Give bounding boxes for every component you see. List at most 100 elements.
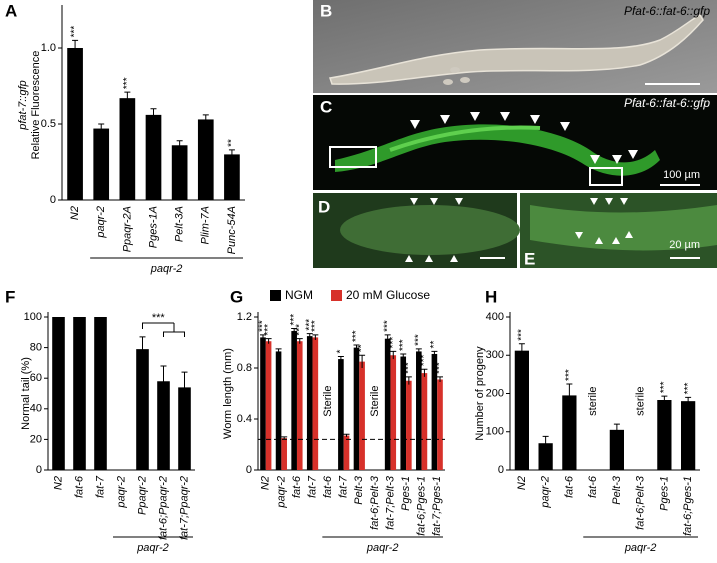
bar (119, 98, 136, 200)
bar (343, 435, 350, 470)
y-axis-title: Relative Fluorescence (30, 51, 42, 160)
error-bar (437, 376, 444, 383)
group-label: paqr-2 (366, 542, 399, 554)
bar (73, 317, 86, 470)
error-bar (685, 396, 692, 405)
error-bar (72, 39, 79, 56)
y-tick-label: 0 (498, 464, 504, 476)
bar (224, 154, 240, 200)
significance-label: *** (122, 77, 133, 89)
error-bar (291, 327, 298, 334)
image-caption: Pfat-6::fat-6::gfp (624, 4, 710, 18)
error-bar (312, 334, 319, 340)
error-bar (353, 344, 360, 351)
significance-label: *** (398, 339, 409, 351)
bar (421, 373, 428, 470)
significance-label: *** (683, 383, 694, 395)
bar (93, 128, 110, 200)
x-tick-label: N2 (52, 476, 64, 490)
y-tick-label: 100 (24, 311, 42, 323)
image-b (313, 0, 717, 93)
y-tick-label: 400 (486, 311, 504, 323)
x-tick-label: Pges-1 (658, 476, 670, 511)
error-bar (265, 338, 272, 344)
significance-label: ** (429, 341, 440, 349)
bar (384, 338, 391, 470)
error-bar (384, 334, 391, 343)
bar (609, 429, 624, 470)
error-bar (337, 356, 344, 362)
image-e (520, 193, 717, 268)
x-tick-label: Punc-54A (226, 206, 238, 254)
bracket (142, 322, 185, 337)
bar (136, 349, 149, 470)
error-bar (542, 435, 549, 451)
bracket-label: *** (152, 312, 166, 324)
scale-label: 20 µm (669, 239, 700, 251)
x-tick-label: N2 (260, 476, 272, 490)
error-bar (613, 423, 620, 436)
significance-label: ** (227, 139, 238, 147)
error-bar (150, 108, 157, 121)
error-bar (139, 336, 146, 362)
x-tick-label: fat-6 (73, 475, 85, 498)
bar (67, 48, 83, 200)
group-label: paqr-2 (150, 263, 183, 275)
x-tick-label: Pges-1A (147, 206, 159, 248)
bar (171, 145, 188, 200)
y-tick-label: 40 (30, 403, 42, 415)
bar (178, 387, 191, 470)
error-bar (421, 368, 428, 377)
bar (353, 347, 360, 470)
bar (562, 395, 577, 470)
y-tick-label: 100 (486, 426, 504, 438)
bar (390, 355, 397, 470)
legend-label: NGM (285, 288, 313, 302)
y-tick-label: 1.0 (41, 42, 56, 54)
x-tick-label: fat-7 (338, 475, 350, 498)
bar (437, 379, 443, 470)
bar (296, 341, 303, 470)
y-tick-label: 0 (50, 194, 56, 206)
significance-label: *** (419, 354, 430, 366)
y-tick-label: 0.5 (41, 118, 56, 130)
y-tick-label: 0 (36, 464, 42, 476)
x-tick-label: fat-6 (587, 475, 599, 498)
x-tick-label: N2 (69, 206, 81, 220)
error-bar (415, 348, 422, 354)
error-bar (390, 350, 397, 360)
y-axis-title: Number of progeny (474, 346, 486, 441)
significance-label: *** (517, 329, 528, 341)
significance-label: *** (258, 320, 269, 332)
error-bar (275, 348, 282, 354)
annotation: sterile (635, 386, 647, 415)
significance-label: *** (413, 334, 424, 346)
panel-label: A (5, 1, 17, 20)
error-bar (124, 91, 131, 105)
error-bar (431, 350, 438, 357)
y-tick-label: 20 (30, 433, 42, 445)
significance-label: *** (564, 369, 575, 381)
panel-label: G (230, 287, 243, 306)
x-tick-label: paqr-2 (95, 206, 107, 239)
panel-label: B (320, 1, 332, 20)
significance-label: *** (435, 362, 446, 374)
x-tick-label: fat-7;Pges-1 (431, 476, 443, 536)
bar (260, 337, 266, 470)
panel-label: F (5, 287, 15, 306)
group-label: paqr-2 (136, 542, 169, 554)
significance-label: *** (659, 381, 670, 393)
x-tick-label: Pelt-3A (174, 206, 186, 242)
x-tick-label: fat-6 (291, 475, 303, 498)
error-bar (661, 395, 668, 404)
significance-label: *** (382, 320, 393, 332)
x-tick-label: fat-6;Pges-1 (416, 476, 428, 536)
x-tick-label: Pelt-3 (353, 475, 365, 505)
image-d (313, 193, 520, 268)
x-tick-label: paqr-2 (275, 476, 287, 509)
bar (431, 353, 438, 470)
x-tick-label: paqr-2 (115, 476, 127, 509)
x-tick-label: fat-7 (306, 475, 318, 498)
bar (291, 331, 297, 470)
